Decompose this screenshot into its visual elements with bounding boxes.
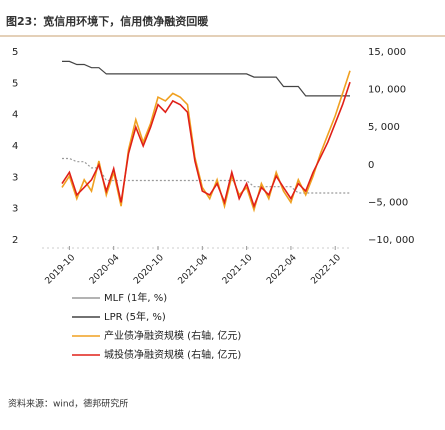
x-tick-label: 2020-10 xyxy=(132,253,166,287)
y-tick-label: 5 xyxy=(12,78,18,89)
y-tick-label: 5 xyxy=(12,47,18,58)
x-tick-label: 2021-10 xyxy=(221,253,255,287)
x-tick-label: 2019-10 xyxy=(44,253,78,287)
x-tick-label: 2020-04 xyxy=(88,253,122,287)
y2-tick-label: −5, 000 xyxy=(368,197,408,208)
legend-label: 产业债净融资规模 (右轴, 亿元) xyxy=(104,329,241,342)
x-tick-label: 2022-04 xyxy=(265,253,299,287)
y-tick-label: 4 xyxy=(12,110,18,121)
legend-label: MLF (1年, %) xyxy=(104,291,167,304)
legend-label: LPR (5年, %) xyxy=(104,310,166,323)
y2-tick-label: 15, 000 xyxy=(368,47,406,58)
y-tick-label: 4 xyxy=(12,141,18,152)
y2-tick-label: 5, 000 xyxy=(368,122,400,133)
y2-tick-label: 10, 000 xyxy=(368,85,406,96)
series-line xyxy=(62,60,350,97)
source: 资料来源：wind，德邦研究所 xyxy=(8,398,128,410)
y-tick-label: 3 xyxy=(12,172,18,183)
x-tick-label: 2021-04 xyxy=(177,253,211,287)
y2-tick-label: 0 xyxy=(368,160,374,171)
y-tick-label: 3 xyxy=(12,204,18,215)
legend-label: 城投债净融资规模 (右轴, 亿元) xyxy=(104,348,241,361)
x-tick-label: 2022-10 xyxy=(309,253,343,287)
chart-title: 图23：宽信用环境下，信用债净融资回暖 xyxy=(6,14,209,28)
y-tick-label: 2 xyxy=(12,235,18,246)
series-line xyxy=(61,81,351,209)
y2-tick-label: −10, 000 xyxy=(368,235,415,246)
